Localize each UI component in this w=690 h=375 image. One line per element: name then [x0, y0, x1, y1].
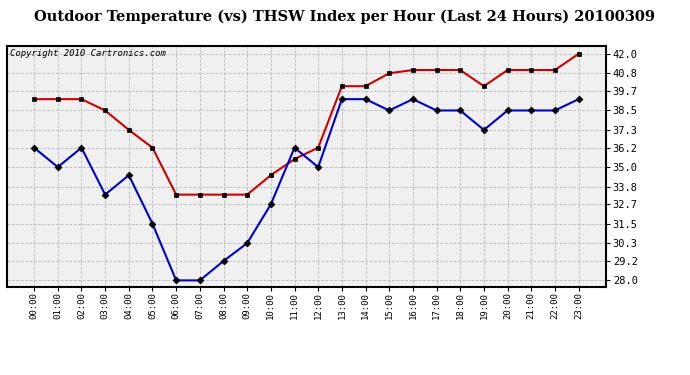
Text: Outdoor Temperature (vs) THSW Index per Hour (Last 24 Hours) 20100309: Outdoor Temperature (vs) THSW Index per … [34, 9, 655, 24]
Text: Copyright 2010 Cartronics.com: Copyright 2010 Cartronics.com [10, 50, 166, 58]
